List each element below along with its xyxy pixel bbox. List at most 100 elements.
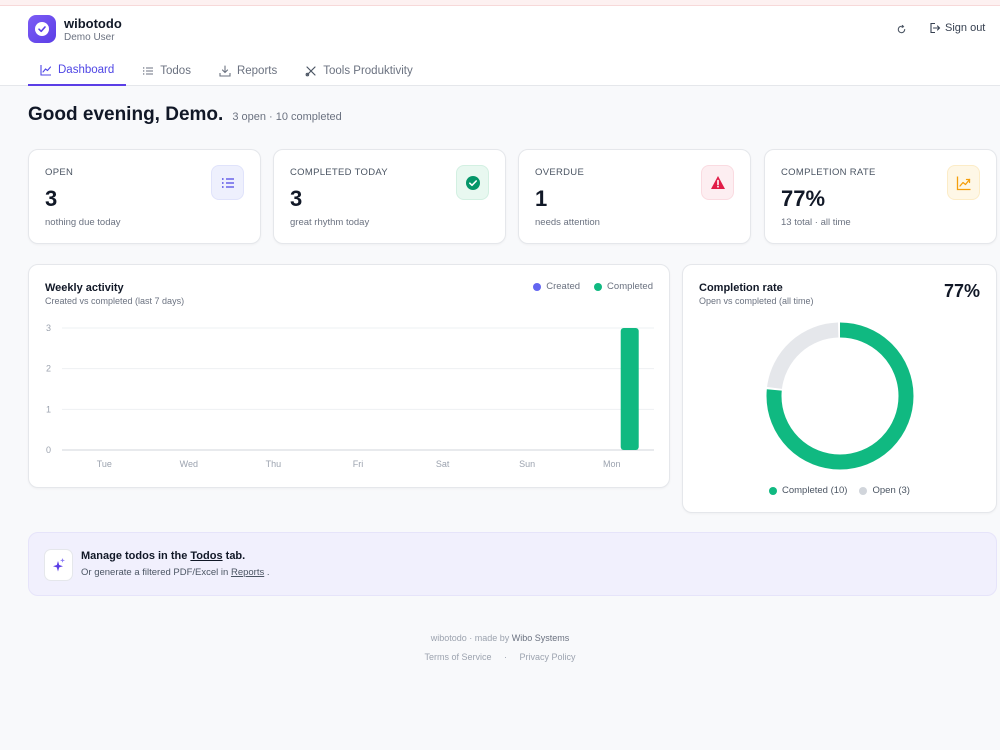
list-icon (143, 67, 154, 75)
stat-value: 3 (290, 186, 303, 211)
y-tick-label: 3 (46, 323, 51, 333)
legend-swatch (594, 282, 603, 291)
tab-reports[interactable]: Reports (207, 56, 289, 86)
stat-label: OPEN (45, 167, 74, 178)
todos-link[interactable]: Todos (190, 550, 223, 562)
tools-icon (305, 66, 316, 77)
chart-subtitle: Created vs completed (last 7 days) (45, 296, 185, 306)
list-icon (211, 165, 244, 200)
completion-rate-value: 77% (943, 281, 980, 301)
x-tick-label: Mon (603, 459, 621, 469)
weekly-activity-card: Weekly activity Created vs completed (la… (28, 264, 670, 488)
legend-label: Completed (10) (782, 485, 848, 496)
x-tick-label: Wed (180, 459, 198, 469)
donut-legend: Completed (10) Open (3) (683, 485, 996, 496)
sign-out-button[interactable]: Sign out (929, 22, 985, 34)
tab-todos[interactable]: Todos (130, 56, 203, 86)
stat-subtext: nothing due today (45, 217, 121, 228)
stat-subtext: needs attention (535, 217, 600, 228)
app-logo[interactable] (28, 15, 56, 43)
warning-icon (701, 165, 734, 200)
bar-completed[interactable] (620, 328, 639, 450)
footer-credit: wibotodo · made by Wibo Systems (0, 633, 1000, 643)
legend-label: Open (3) (872, 485, 910, 496)
legend-swatch (769, 486, 777, 495)
main-tabs: Dashboard Todos Reports Tools Produktivi… (28, 56, 429, 86)
reports-link[interactable]: Reports (230, 567, 265, 578)
check-circle-icon (456, 165, 489, 200)
stat-label: OVERDUE (535, 167, 585, 178)
legend-swatch (859, 486, 868, 495)
top-accent-line (0, 0, 1000, 6)
chart-subtitle: Open vs completed (all time) (699, 296, 814, 306)
tab-label: Tools Produktivity (323, 65, 413, 77)
legend-item-completed[interactable]: Completed (10) (769, 485, 847, 496)
banner-text: tab. (222, 550, 246, 562)
app-header: wibotodo Demo User Sign out Dashboard To… (0, 6, 1000, 86)
x-tick-label: Tue (97, 459, 112, 469)
chart-title: Completion rate (699, 282, 783, 294)
tab-dashboard[interactable]: Dashboard (28, 56, 127, 86)
tab-label: Reports (236, 65, 278, 77)
sign-out-icon (930, 22, 941, 34)
tab-label: Dashboard (58, 64, 115, 76)
chart-line-icon (40, 65, 52, 76)
footer-links: Terms of Service · Privacy Policy (0, 652, 1000, 662)
legend-swatch (533, 282, 542, 291)
user-name: Demo User (64, 32, 115, 43)
info-banner: Manage todos in the Todos tab. Or genera… (28, 532, 997, 596)
stat-subtext: 13 total · all time (781, 217, 851, 228)
footer-separator: · (504, 652, 507, 662)
tab-tools[interactable]: Tools Produktivity (293, 56, 424, 86)
greeting-title: Good evening, Demo. (28, 104, 224, 125)
refresh-button[interactable] (893, 21, 909, 37)
completion-rate-card: Completion rate Open vs completed (all t… (682, 264, 997, 513)
y-tick-label: 1 (46, 404, 51, 414)
stat-card-open: OPEN 3 nothing due today (28, 149, 261, 244)
stat-value: 1 (535, 186, 548, 211)
legend-item-created[interactable]: Created (533, 281, 580, 292)
donut-slice-completed[interactable] (766, 322, 914, 470)
weekly-bar-chart: 0 1 2 3 Tue Wed Thu Fri Sat Sun Mon (46, 323, 654, 469)
banner-title: Manage todos in the Todos tab. (81, 550, 245, 562)
legend-label: Created (546, 281, 581, 292)
tab-label: Todos (160, 65, 191, 77)
completion-donut-chart (766, 322, 914, 470)
banner-text: Manage todos in the (81, 550, 191, 562)
banner-subtitle: Or generate a filtered PDF/Excel in Repo… (81, 567, 270, 578)
stat-card-overdue: OVERDUE 1 needs attention (518, 149, 751, 244)
footer-text: wibotodo · made by (430, 633, 512, 643)
x-tick-label: Thu (266, 459, 282, 469)
y-tick-label: 0 (46, 445, 51, 455)
sparkles-icon (44, 549, 73, 581)
check-icon (35, 22, 49, 36)
chart-legend: Created Completed (533, 281, 653, 292)
x-tick-label: Sat (436, 459, 450, 469)
stat-label: COMPLETED TODAY (290, 167, 388, 178)
privacy-link[interactable]: Privacy Policy (519, 652, 576, 662)
banner-text: . (264, 567, 270, 578)
legend-item-completed[interactable]: Completed (594, 281, 653, 292)
greeting-summary: 3 open · 10 completed (232, 111, 342, 123)
greeting: Good evening, Demo. 3 open · 10 complete… (28, 104, 342, 126)
company-link[interactable]: Wibo Systems (511, 633, 570, 643)
trend-up-icon (947, 165, 980, 200)
sign-out-label: Sign out (945, 22, 986, 34)
chart-title: Weekly activity (45, 282, 124, 294)
x-tick-label: Sun (519, 459, 535, 469)
refresh-icon (897, 24, 905, 33)
legend-label: Completed (607, 281, 653, 292)
download-icon (219, 65, 231, 77)
legend-item-open[interactable]: Open (3) (859, 485, 910, 496)
stat-value: 3 (45, 186, 58, 211)
app-name: wibotodo (64, 16, 122, 31)
stat-label: COMPLETION RATE (781, 167, 876, 178)
stat-card-completion-rate: COMPLETION RATE 77% 13 total · all time (764, 149, 997, 244)
stat-value: 77% (781, 186, 826, 211)
y-tick-label: 2 (46, 364, 51, 374)
banner-text: Or generate a filtered PDF/Excel in (81, 567, 231, 578)
x-tick-label: Fri (353, 459, 364, 469)
terms-link[interactable]: Terms of Service (424, 652, 492, 662)
stat-card-completed-today: COMPLETED TODAY 3 great rhythm today (273, 149, 506, 244)
stat-subtext: great rhythm today (290, 217, 370, 228)
